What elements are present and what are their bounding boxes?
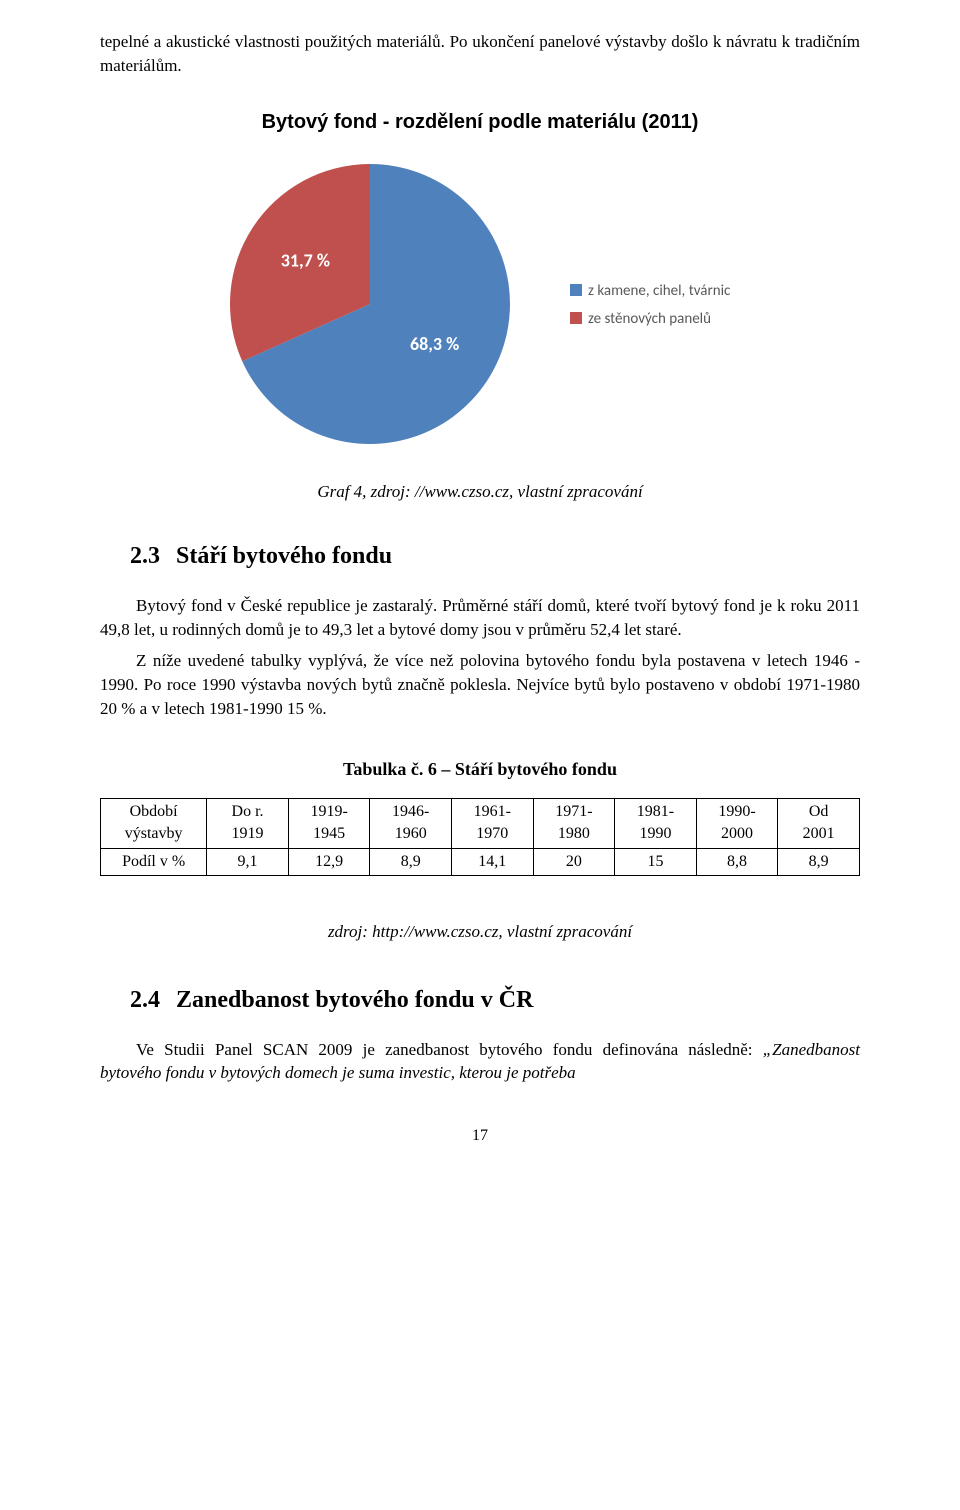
age-table: Období výstavby Do r.1919 1919-1945 1946… — [100, 798, 860, 876]
table-row: Podíl v % 9,1 12,9 8,9 14,1 20 15 8,8 8,… — [101, 848, 860, 875]
table-cell: 1919-1945 — [288, 798, 370, 848]
table-source: zdroj: http://www.czso.cz, vlastní zprac… — [100, 920, 860, 944]
chart-title: Bytový fond - rozdělení podle materiálu … — [100, 108, 860, 136]
row-head-period: Období výstavby — [101, 798, 207, 848]
row-head-share: Podíl v % — [101, 848, 207, 875]
section-title: Zanedbanost bytového fondu v ČR — [176, 987, 533, 1013]
table-cell: 8,9 — [370, 848, 452, 875]
table-cell: 15 — [615, 848, 697, 875]
table-cell: 20 — [533, 848, 615, 875]
table-row: Období výstavby Do r.1919 1919-1945 1946… — [101, 798, 860, 848]
legend-swatch — [570, 284, 582, 296]
legend-swatch — [570, 312, 582, 324]
section-2-3-p2: Z níže uvedené tabulky vyplývá, že více … — [100, 649, 860, 720]
table-cell: 1990-2000 — [696, 798, 778, 848]
table-cell: 1971-1980 — [533, 798, 615, 848]
section-2-3-p1: Bytový fond v České republice je zastara… — [100, 594, 860, 642]
section-number: 2.4 — [130, 987, 160, 1013]
pie-slice-label: 31,7 % — [281, 249, 330, 271]
legend-label: ze stěnových panelů — [588, 310, 711, 328]
section-number: 2.3 — [130, 543, 160, 569]
intro-paragraph: tepelné a akustické vlastnosti použitých… — [100, 30, 860, 78]
table-cell: 8,8 — [696, 848, 778, 875]
table-cell: 1946-1960 — [370, 798, 452, 848]
table-caption: Tabulka č. 6 – Stáří bytového fondu — [110, 757, 850, 782]
table-cell: 1981-1990 — [615, 798, 697, 848]
table-cell: Do r.1919 — [207, 798, 289, 848]
page-number: 17 — [100, 1125, 860, 1147]
section-title: Stáří bytového fondu — [176, 543, 392, 569]
table-cell: 8,9 — [778, 848, 860, 875]
pie-slice-label: 68,3 % — [410, 333, 459, 355]
chart-caption: Graf 4, zdroj: //www.czso.cz, vlastní zp… — [100, 480, 860, 504]
table-cell: 14,1 — [452, 848, 534, 875]
table-cell: 1961-1970 — [452, 798, 534, 848]
p1-prefix: Ve Studii Panel SCAN 2009 je zanedbanost… — [136, 1040, 763, 1059]
table-cell: Od2001 — [778, 798, 860, 848]
chart-container: Bytový fond - rozdělení podle materiálu … — [100, 108, 860, 461]
section-2-4-heading: 2.4 Zanedbanost bytového fondu v ČR — [100, 984, 860, 1018]
table-cell: 9,1 — [207, 848, 289, 875]
legend-label: z kamene, cihel, tvárnic — [588, 282, 731, 300]
section-2-3-heading: 2.3 Stáří bytového fondu — [100, 540, 860, 574]
table-cell: 12,9 — [288, 848, 370, 875]
pie-chart: 68,3 % 31,7 % z kamene, cihel, tvárnic ze s… — [170, 154, 790, 454]
section-2-4-p1: Ve Studii Panel SCAN 2009 je zanedbanost… — [100, 1038, 860, 1086]
